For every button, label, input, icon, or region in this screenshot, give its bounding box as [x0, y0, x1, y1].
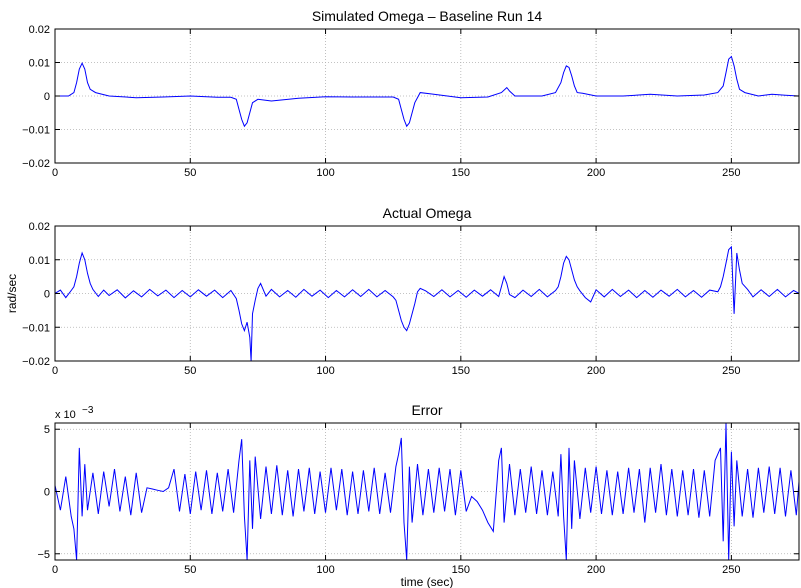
- y-tick-label: −0.02: [22, 158, 50, 170]
- x-tick-label: 250: [722, 167, 740, 179]
- x-tick-label: 0: [52, 365, 58, 377]
- y-tick-label: −5: [37, 549, 50, 561]
- y-tick-label: 0: [44, 289, 50, 301]
- x-tick-label: 50: [184, 564, 196, 576]
- x-tick-label: 200: [587, 365, 605, 377]
- y-tick-label: 0: [44, 487, 50, 499]
- x-tick-label: 100: [316, 365, 334, 377]
- subplot-1: 0 50 100 150 200 250 −0.02 −0.01 0 0.01 0.02 Simula…: [22, 8, 800, 179]
- x-tick-label: 50: [184, 365, 196, 377]
- x-tick-label: 0: [52, 564, 58, 576]
- x-tick-label: 150: [452, 564, 470, 576]
- x-tick-label: 100: [316, 167, 334, 179]
- y-scale-multiplier: x 10: [55, 409, 76, 421]
- chart-title: Actual Omega: [383, 205, 472, 221]
- y-scale-exponent: −3: [82, 405, 94, 416]
- x-tick-label: 200: [587, 167, 605, 179]
- y-tick-label: −0.01: [22, 125, 50, 137]
- series-line: [55, 55, 799, 128]
- x-tick-label: 200: [587, 564, 605, 576]
- x-axis-label: time (sec): [401, 575, 454, 588]
- x-tick-label: 150: [452, 365, 470, 377]
- y-tick-label: −0.01: [22, 322, 50, 334]
- series-line: [55, 423, 799, 560]
- x-tick-label: 50: [184, 167, 196, 179]
- x-tick-label: 0: [52, 167, 58, 179]
- x-tick-label: 250: [722, 365, 740, 377]
- subplot-2: 0 50 100 150 200 250 −0.02 −0.01 0 0.01 0.02 Actual…: [5, 205, 800, 377]
- y-tick-label: 0.01: [29, 58, 50, 70]
- x-tick-label: 150: [452, 167, 470, 179]
- y-tick-label: 0: [44, 91, 50, 103]
- x-tick-label: 100: [316, 564, 334, 576]
- series-line: [55, 245, 799, 361]
- y-tick-label: −0.02: [22, 356, 50, 368]
- y-tick-label: 0.01: [29, 255, 50, 267]
- y-tick-label: 0.02: [29, 24, 50, 36]
- chart-title: Error: [411, 402, 442, 418]
- y-tick-label: 0.02: [29, 221, 50, 233]
- y-axis-label: rad/sec: [5, 274, 19, 313]
- y-tick-label: 5: [44, 424, 50, 436]
- chart-title: Simulated Omega – Baseline Run 14: [312, 8, 543, 24]
- x-tick-label: 250: [722, 564, 740, 576]
